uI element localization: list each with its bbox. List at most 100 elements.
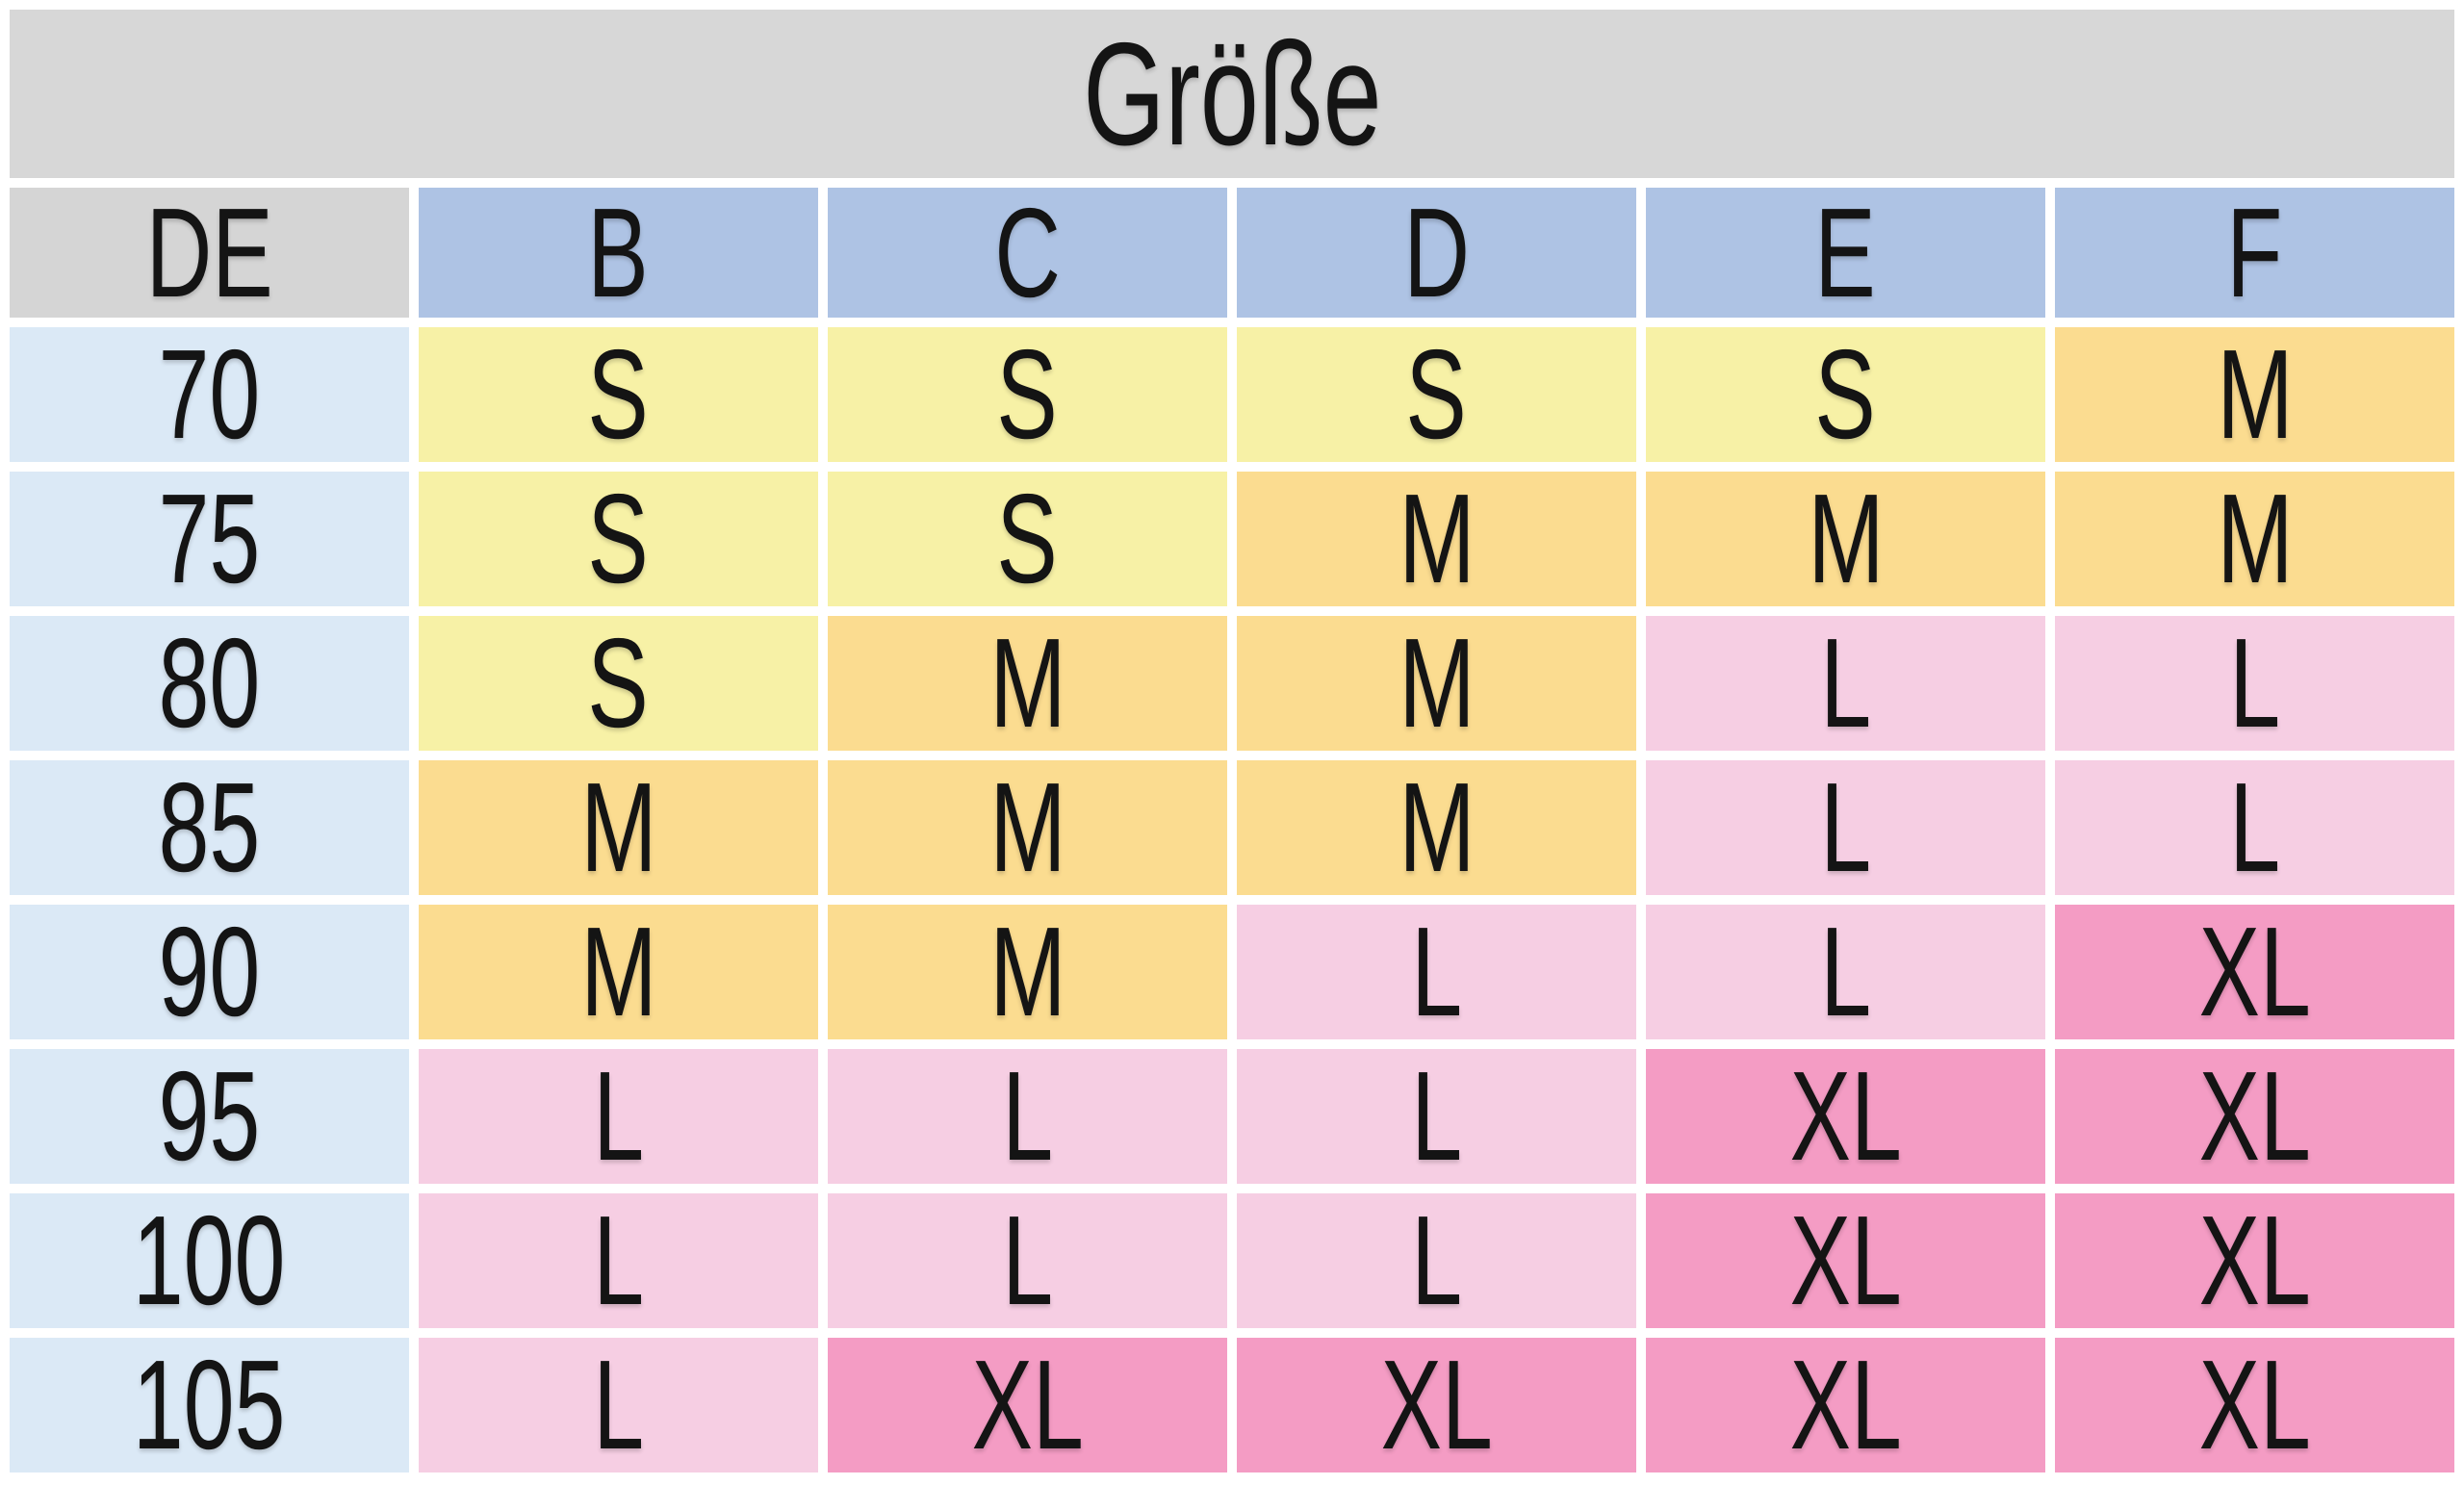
size-cell-70-f-text: M [2216, 327, 2294, 462]
size-cell-90-b: M [419, 905, 818, 1039]
size-cell-80-f: L [2055, 616, 2454, 751]
size-cell-90-e-text: L [1820, 905, 1871, 1039]
size-cell-75-e-text: M [1807, 472, 1885, 606]
size-cell-85-f: L [2055, 760, 2454, 895]
size-cell-80-b-text: S [587, 616, 650, 751]
size-cell-70-b: S [419, 327, 818, 462]
size-cell-100-d-text: L [1411, 1193, 1462, 1328]
size-cell-105-f-text: XL [2198, 1338, 2311, 1472]
size-cell-90-d: L [1237, 905, 1636, 1039]
chart-title: Größe [10, 10, 2454, 178]
size-cell-80-d: M [1237, 616, 1636, 751]
size-cell-105-e: XL [1646, 1338, 2045, 1472]
size-cell-80-c: M [828, 616, 1227, 751]
size-cell-85-d: M [1237, 760, 1636, 895]
size-cell-95-b: L [419, 1049, 818, 1184]
row-label-70-text: 70 [158, 327, 261, 462]
size-cell-90-c-text: M [988, 905, 1066, 1039]
column-header-b: B [419, 188, 818, 318]
size-cell-70-b-text: S [587, 327, 650, 462]
size-cell-95-f: XL [2055, 1049, 2454, 1184]
size-cell-105-c: XL [828, 1338, 1227, 1472]
corner-header-de: DE [10, 188, 409, 318]
size-cell-100-c-text: L [1002, 1193, 1053, 1328]
size-cell-90-f-text: XL [2198, 905, 2311, 1039]
size-cell-75-f: M [2055, 472, 2454, 606]
column-header-f-text: F [2226, 188, 2283, 318]
size-cell-105-b-text: L [593, 1338, 644, 1472]
size-cell-85-e-text: L [1820, 760, 1871, 895]
column-header-d: D [1237, 188, 1636, 318]
row-label-100: 100 [10, 1193, 409, 1328]
row-label-75-text: 75 [158, 472, 261, 606]
row-label-85-text: 85 [158, 760, 261, 895]
size-cell-70-e: S [1646, 327, 2045, 462]
size-cell-75-b-text: S [587, 472, 650, 606]
size-cell-95-e-text: XL [1789, 1049, 1902, 1184]
size-cell-70-d: S [1237, 327, 1636, 462]
size-cell-85-f-text: L [2229, 760, 2280, 895]
size-cell-75-e: M [1646, 472, 2045, 606]
column-header-e: E [1646, 188, 2045, 318]
row-label-105: 105 [10, 1338, 409, 1472]
size-cell-100-e-text: XL [1789, 1193, 1902, 1328]
size-cell-85-e: L [1646, 760, 2045, 895]
size-cell-100-b-text: L [593, 1193, 644, 1328]
row-label-95-text: 95 [158, 1049, 261, 1184]
size-cell-75-f-text: M [2216, 472, 2294, 606]
row-label-95: 95 [10, 1049, 409, 1184]
size-cell-75-b: S [419, 472, 818, 606]
column-header-e-text: E [1814, 188, 1877, 318]
size-cell-75-c-text: S [996, 472, 1059, 606]
size-cell-95-c-text: L [1002, 1049, 1053, 1184]
size-cell-90-f: XL [2055, 905, 2454, 1039]
chart-title-text: Größe [1082, 12, 1382, 176]
row-label-105-text: 105 [133, 1338, 286, 1472]
size-cell-105-d: XL [1237, 1338, 1636, 1472]
size-cell-105-c-text: XL [971, 1338, 1084, 1472]
size-cell-70-f: M [2055, 327, 2454, 462]
size-cell-100-c: L [828, 1193, 1227, 1328]
size-cell-105-d-text: XL [1380, 1338, 1493, 1472]
size-cell-105-f: XL [2055, 1338, 2454, 1472]
size-cell-80-d-text: M [1398, 616, 1476, 751]
size-cell-85-c-text: M [988, 760, 1066, 895]
size-cell-70-e-text: S [1814, 327, 1877, 462]
row-label-100-text: 100 [133, 1193, 286, 1328]
row-label-75: 75 [10, 472, 409, 606]
size-cell-100-b: L [419, 1193, 818, 1328]
size-cell-95-f-text: XL [2198, 1049, 2311, 1184]
size-cell-85-b: M [419, 760, 818, 895]
column-header-c: C [828, 188, 1227, 318]
size-cell-90-c: M [828, 905, 1227, 1039]
size-cell-85-b-text: M [579, 760, 657, 895]
size-cell-80-f-text: L [2229, 616, 2280, 751]
corner-header-de-text: DE [145, 188, 273, 318]
size-cell-105-e-text: XL [1789, 1338, 1902, 1472]
column-header-f: F [2055, 188, 2454, 318]
size-cell-75-c: S [828, 472, 1227, 606]
size-cell-100-e: XL [1646, 1193, 2045, 1328]
row-label-80: 80 [10, 616, 409, 751]
size-cell-80-b: S [419, 616, 818, 751]
size-cell-80-c-text: M [988, 616, 1066, 751]
size-cell-80-e-text: L [1820, 616, 1871, 751]
size-cell-90-d-text: L [1411, 905, 1462, 1039]
size-cell-105-b: L [419, 1338, 818, 1472]
row-label-90: 90 [10, 905, 409, 1039]
size-cell-95-e: XL [1646, 1049, 2045, 1184]
size-cell-90-e: L [1646, 905, 2045, 1039]
size-cell-80-e: L [1646, 616, 2045, 751]
size-cell-95-c: L [828, 1049, 1227, 1184]
size-cell-100-f: XL [2055, 1193, 2454, 1328]
column-header-b-text: B [587, 188, 650, 318]
size-cell-100-f-text: XL [2198, 1193, 2311, 1328]
row-label-80-text: 80 [158, 616, 261, 751]
size-cell-70-c-text: S [996, 327, 1059, 462]
size-cell-70-d-text: S [1405, 327, 1468, 462]
column-header-d-text: D [1403, 188, 1470, 318]
size-cell-100-d: L [1237, 1193, 1636, 1328]
size-cell-90-b-text: M [579, 905, 657, 1039]
size-cell-75-d-text: M [1398, 472, 1476, 606]
